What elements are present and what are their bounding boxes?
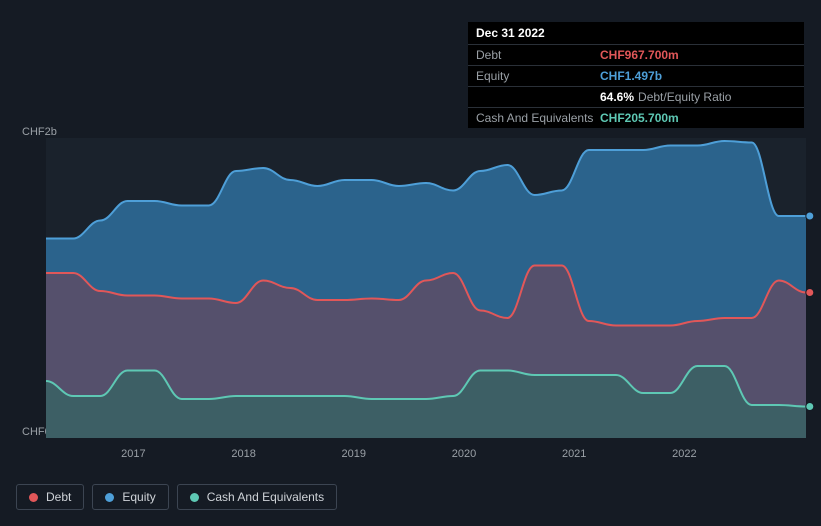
debt-swatch-icon	[29, 493, 38, 502]
y-axis-top-label: CHF2b	[22, 126, 57, 138]
legend: Debt Equity Cash And Equivalents	[16, 484, 337, 510]
legend-item-cash[interactable]: Cash And Equivalents	[177, 484, 337, 510]
tooltip-debt-label: Debt	[476, 48, 600, 62]
chart-svg	[46, 138, 806, 438]
equity-swatch-icon	[105, 493, 114, 502]
legend-label-cash: Cash And Equivalents	[207, 490, 324, 504]
cash-swatch-icon	[190, 493, 199, 502]
legend-label-debt: Debt	[46, 490, 71, 504]
tooltip-box: Dec 31 2022 Debt CHF967.700m Equity CHF1…	[468, 22, 804, 128]
legend-item-debt[interactable]: Debt	[16, 484, 84, 510]
tooltip-row-cash: Cash And Equivalents CHF205.700m	[468, 108, 804, 128]
tooltip-row-equity: Equity CHF1.497b	[468, 66, 804, 87]
tooltip-date: Dec 31 2022	[468, 22, 804, 45]
x-tick-2019: 2019	[342, 448, 366, 460]
x-tick-2018: 2018	[231, 448, 255, 460]
x-tick-2020: 2020	[452, 448, 476, 460]
tooltip-equity-label: Equity	[476, 69, 600, 83]
tooltip-debt-value: CHF967.700m	[600, 48, 679, 62]
tooltip-cash-label: Cash And Equivalents	[476, 111, 600, 125]
tooltip-row-ratio: 64.6% Debt/Equity Ratio	[468, 87, 804, 108]
tooltip-equity-value: CHF1.497b	[600, 69, 662, 83]
debt-end-marker	[806, 289, 814, 297]
area-chart[interactable]	[46, 138, 806, 438]
cash-end-marker	[806, 403, 814, 411]
x-axis-ticks: 2017 2018 2019 2020 2021 2022	[46, 448, 806, 464]
x-tick-2017: 2017	[121, 448, 145, 460]
equity-end-marker	[806, 212, 814, 220]
tooltip-row-debt: Debt CHF967.700m	[468, 45, 804, 66]
legend-item-equity[interactable]: Equity	[92, 484, 168, 510]
x-tick-2021: 2021	[562, 448, 586, 460]
tooltip-ratio-spacer	[476, 90, 600, 104]
legend-label-equity: Equity	[122, 490, 155, 504]
tooltip-ratio-label: Debt/Equity Ratio	[638, 90, 731, 104]
tooltip-cash-value: CHF205.700m	[600, 111, 679, 125]
x-tick-2022: 2022	[672, 448, 696, 460]
tooltip-ratio-pct: 64.6%	[600, 90, 634, 104]
